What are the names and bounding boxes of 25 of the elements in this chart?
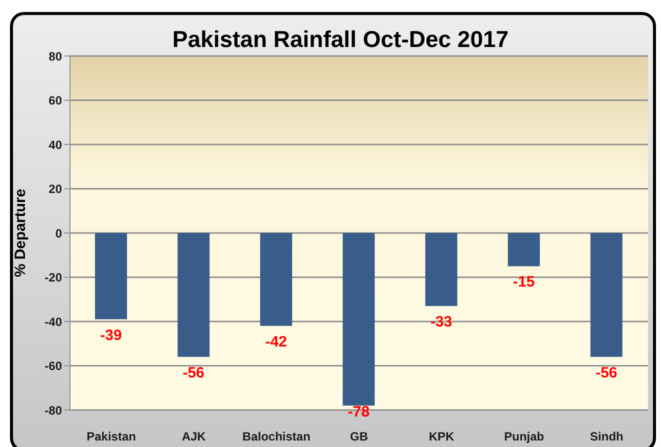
y-tick-label: -60 bbox=[44, 359, 62, 374]
y-tick-label: -80 bbox=[44, 403, 62, 418]
y-tick-label: 60 bbox=[48, 94, 62, 108]
y-tick-label: -40 bbox=[44, 314, 62, 329]
data-label: -56 bbox=[596, 364, 618, 382]
y-tick-label: 20 bbox=[48, 182, 62, 196]
chart-title: Pakistan Rainfall Oct-Dec 2017 bbox=[172, 26, 509, 52]
y-tick-label: 40 bbox=[48, 138, 62, 152]
x-tick-label: GB bbox=[350, 430, 368, 444]
data-label: -78 bbox=[348, 404, 370, 420]
y-axis-title: % Departure bbox=[12, 188, 28, 278]
data-label: -33 bbox=[430, 314, 452, 331]
x-tick-label: KPK bbox=[428, 430, 455, 444]
data-label: -42 bbox=[265, 333, 287, 350]
x-tick-label: Pakistan bbox=[86, 430, 136, 444]
x-tick-label: Balochistan bbox=[242, 430, 310, 444]
y-tick-label: -20 bbox=[44, 270, 62, 285]
data-label: -56 bbox=[182, 364, 204, 382]
data-label: -39 bbox=[100, 326, 122, 344]
x-tick-label: Punjab bbox=[504, 430, 544, 444]
data-label: -15 bbox=[513, 274, 535, 291]
y-tick-label: 0 bbox=[55, 226, 62, 240]
x-tick-label: AJK bbox=[182, 430, 206, 444]
y-tick-label: 80 bbox=[48, 49, 62, 64]
x-tick-label: Sindh bbox=[590, 430, 624, 444]
